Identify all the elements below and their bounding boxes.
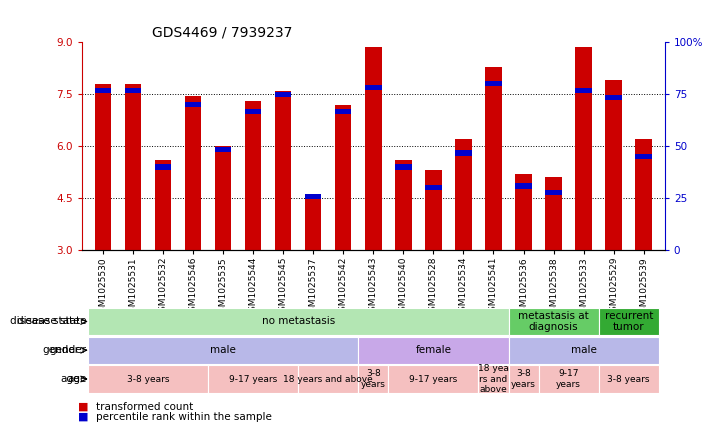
Text: male: male [571, 345, 597, 355]
Bar [455, 139, 471, 250]
Text: transformed count: transformed count [96, 402, 193, 412]
Bar [606, 95, 622, 100]
Bar [275, 91, 292, 250]
Text: recurrent
tumor: recurrent tumor [604, 310, 653, 332]
Text: 9-17 years: 9-17 years [229, 374, 277, 384]
Text: 3-8
years: 3-8 years [511, 369, 536, 389]
Text: disease state: disease state [17, 316, 86, 327]
Bar [155, 160, 171, 250]
Bar [485, 66, 502, 250]
FancyBboxPatch shape [538, 365, 599, 393]
Bar [485, 81, 502, 86]
FancyBboxPatch shape [508, 365, 538, 393]
Bar [155, 164, 171, 170]
Text: GDS4469 / 7939237: GDS4469 / 7939237 [151, 26, 292, 40]
Bar [395, 164, 412, 170]
Text: 3-8 years: 3-8 years [607, 374, 650, 384]
Text: percentile rank within the sample: percentile rank within the sample [96, 412, 272, 422]
FancyBboxPatch shape [358, 337, 508, 364]
Bar [185, 102, 201, 107]
Text: disease state: disease state [10, 316, 80, 327]
FancyBboxPatch shape [508, 308, 599, 335]
Bar [124, 84, 141, 250]
Bar [185, 96, 201, 250]
Text: gender: gender [43, 345, 80, 355]
Bar [95, 88, 111, 93]
Bar [515, 174, 532, 250]
Bar [636, 139, 652, 250]
Bar [575, 88, 592, 93]
Bar [245, 109, 262, 114]
Bar [215, 146, 231, 250]
FancyBboxPatch shape [87, 365, 208, 393]
Bar [606, 80, 622, 250]
FancyBboxPatch shape [358, 365, 388, 393]
FancyBboxPatch shape [87, 308, 508, 335]
Bar [425, 185, 442, 190]
FancyBboxPatch shape [87, 337, 358, 364]
Bar [124, 88, 141, 93]
FancyBboxPatch shape [388, 365, 479, 393]
Bar [215, 147, 231, 152]
FancyBboxPatch shape [599, 308, 659, 335]
Bar [636, 154, 652, 159]
Bar [365, 47, 382, 250]
Text: 3-8 years: 3-8 years [127, 374, 169, 384]
Bar [305, 195, 321, 250]
Text: gender: gender [49, 345, 86, 355]
Text: no metastasis: no metastasis [262, 316, 335, 327]
Text: 18 yea
rs and
above: 18 yea rs and above [478, 364, 509, 394]
Text: metastasis at
diagnosis: metastasis at diagnosis [518, 310, 589, 332]
Text: ■: ■ [78, 412, 89, 422]
Text: ■: ■ [78, 402, 89, 412]
Bar [275, 92, 292, 97]
FancyBboxPatch shape [599, 365, 659, 393]
FancyBboxPatch shape [208, 365, 298, 393]
Text: age: age [60, 374, 80, 384]
Text: 9-17
years: 9-17 years [556, 369, 581, 389]
Text: 9-17 years: 9-17 years [410, 374, 457, 384]
Bar [335, 104, 351, 250]
FancyBboxPatch shape [479, 365, 508, 393]
Bar [95, 84, 111, 250]
Bar [425, 170, 442, 250]
Text: 18 years and above: 18 years and above [283, 374, 373, 384]
Bar [455, 151, 471, 156]
Bar [515, 183, 532, 189]
Bar [335, 109, 351, 114]
FancyBboxPatch shape [298, 365, 358, 393]
Bar [365, 85, 382, 90]
Bar [575, 47, 592, 250]
Bar [545, 177, 562, 250]
Text: male: male [210, 345, 236, 355]
Bar [395, 160, 412, 250]
Bar [545, 190, 562, 195]
FancyBboxPatch shape [508, 337, 659, 364]
Bar [305, 194, 321, 199]
Text: female: female [415, 345, 451, 355]
Text: 3-8
years: 3-8 years [361, 369, 385, 389]
Text: age: age [67, 374, 86, 384]
Bar [245, 101, 262, 250]
